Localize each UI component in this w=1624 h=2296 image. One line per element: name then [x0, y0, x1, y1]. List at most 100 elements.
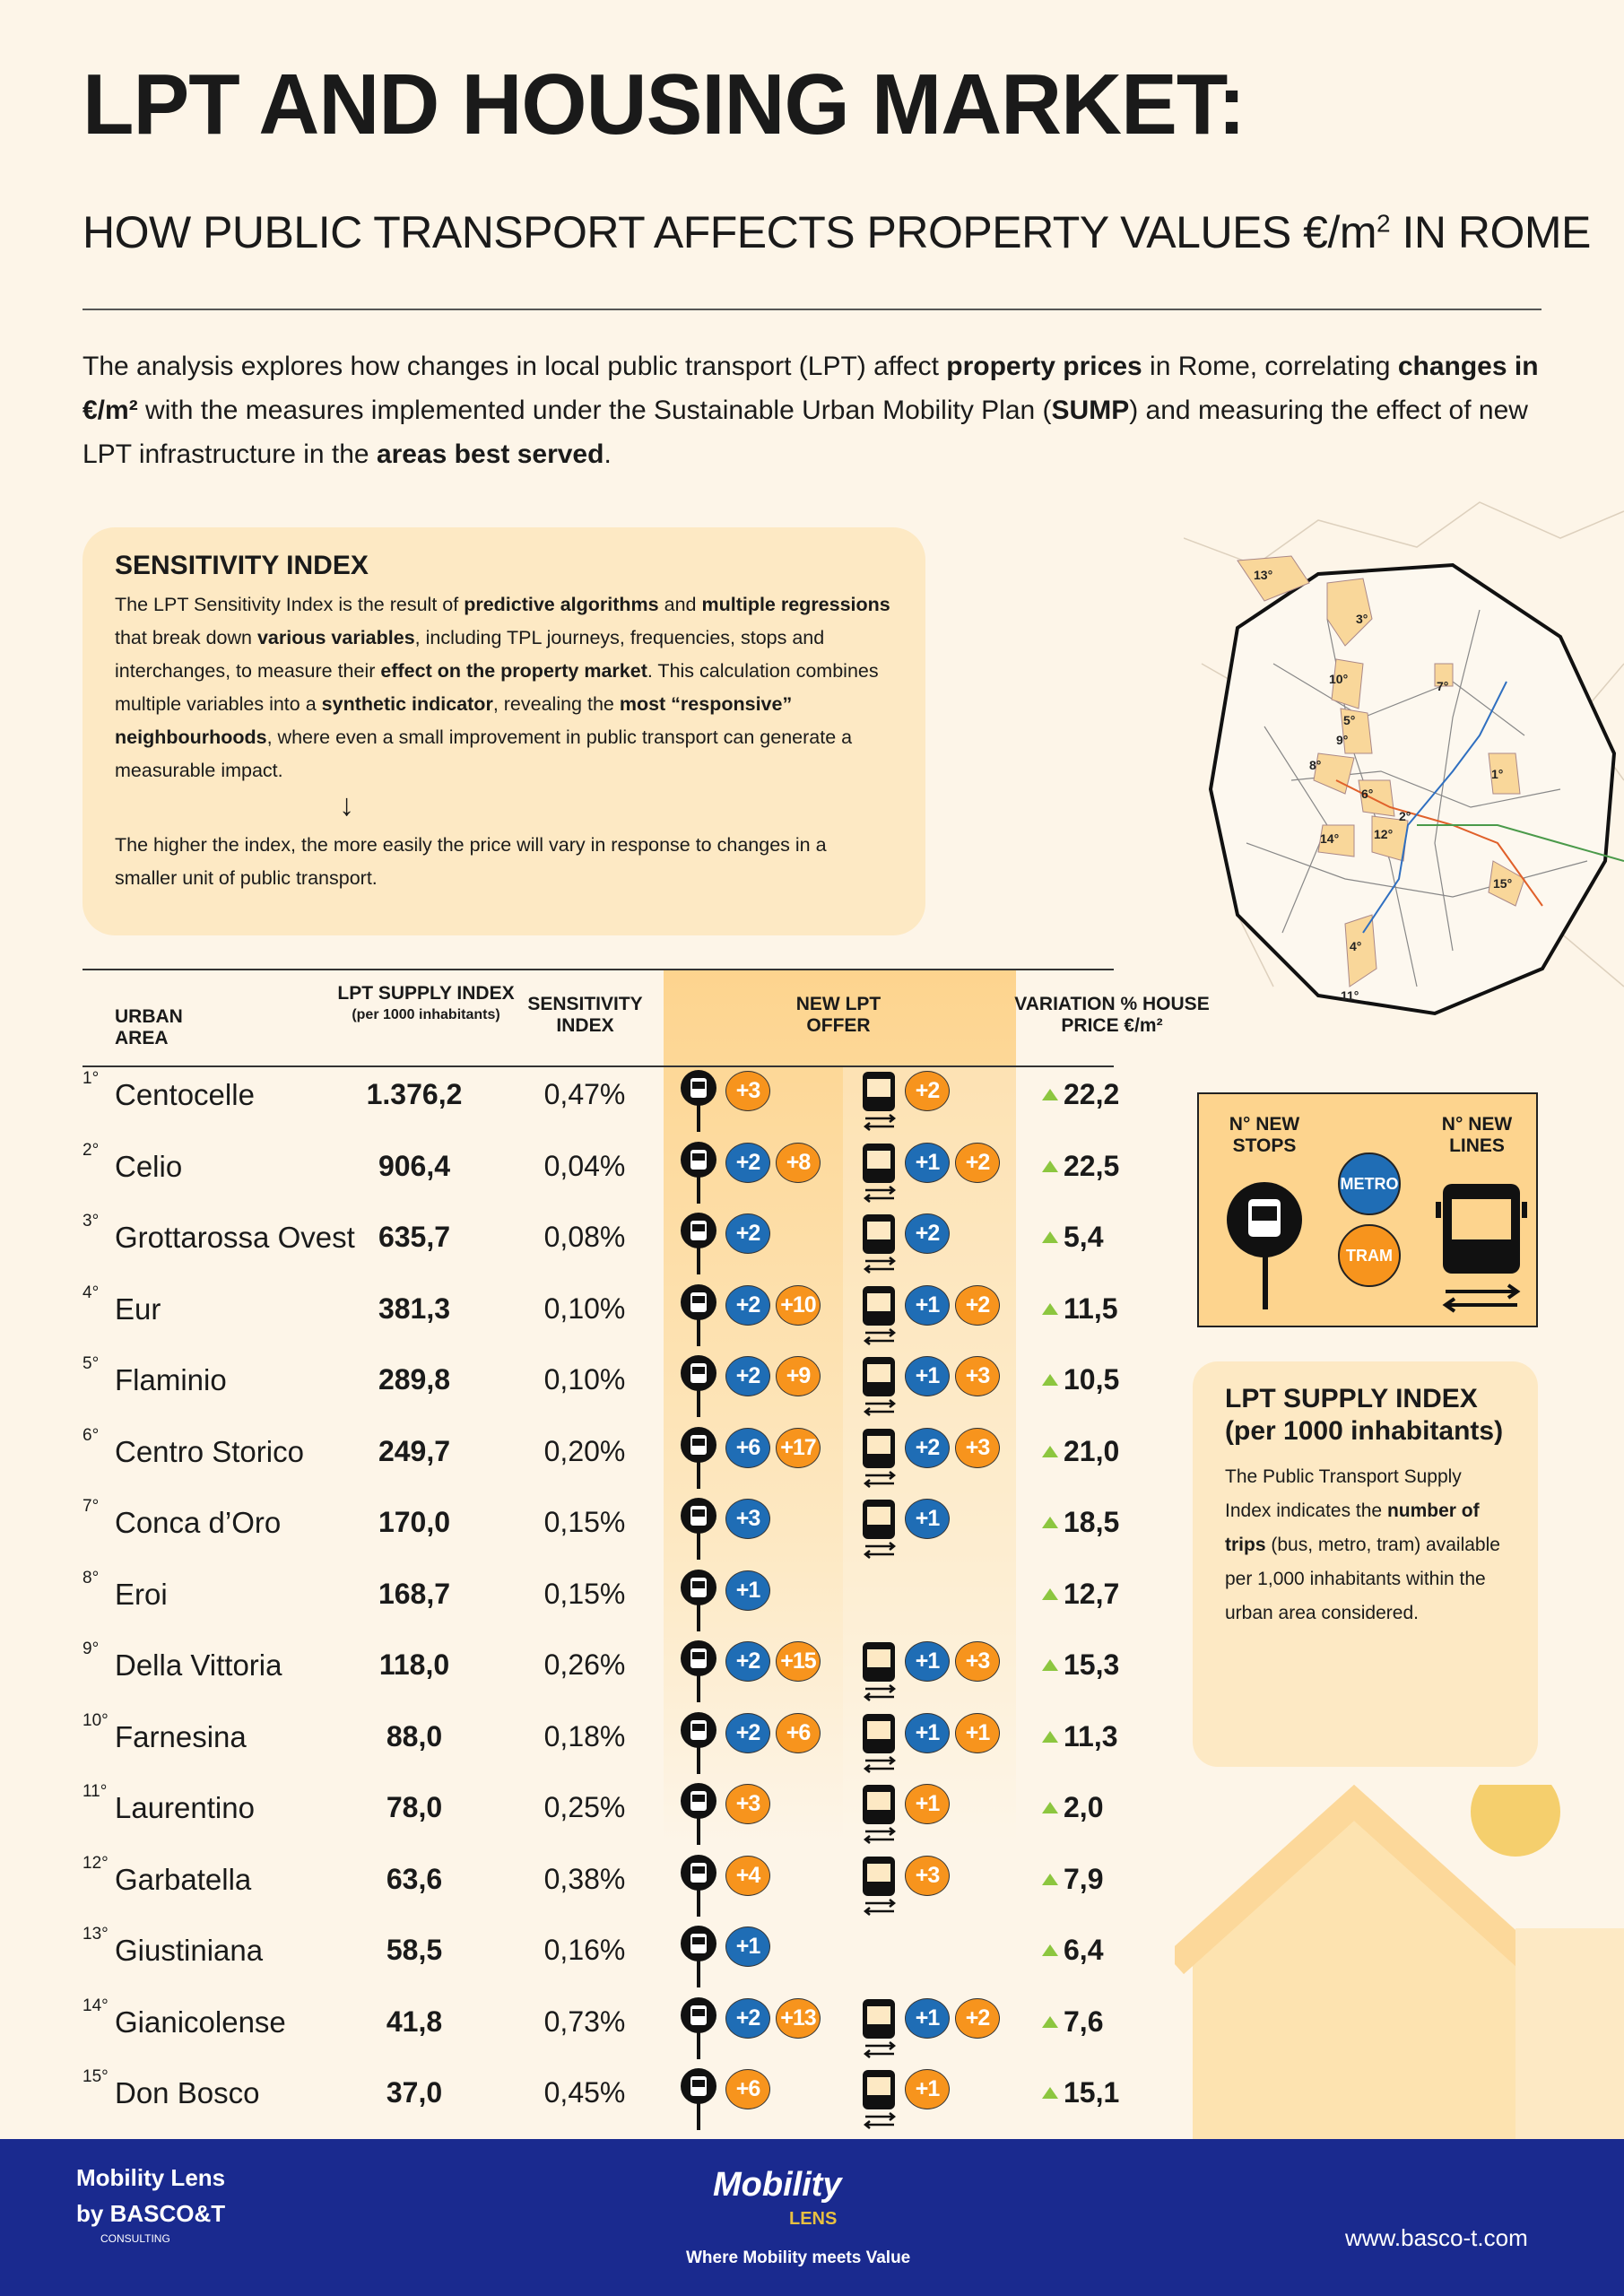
variation-text: 15,3	[1064, 1648, 1120, 1681]
new-stops-cell: +2 +15	[679, 1639, 821, 1709]
variation-text: 6,4	[1064, 1934, 1104, 1966]
new-lines-cell: +1 +2	[858, 1141, 1000, 1210]
new-lines-cell: +1 +2	[858, 1996, 1000, 2066]
metro-badge: +1	[905, 1284, 950, 1326]
up-triangle-icon	[1042, 1374, 1058, 1386]
new-stops-cell: +3	[679, 1782, 770, 1851]
lens-logo-text: LENS	[789, 2209, 838, 2229]
bus-stop-icon	[1227, 1182, 1302, 1309]
area-number: 15°	[83, 2067, 109, 2086]
variation-value: 22,2	[1042, 1078, 1119, 1111]
variation-value: 7,9	[1042, 1863, 1103, 1896]
zone-label: 4°	[1350, 939, 1361, 953]
new-lines-cell: +1 +3	[858, 1354, 1000, 1423]
tram-badge: +2	[905, 1071, 950, 1111]
tram-badge: +13	[776, 1997, 821, 2039]
bus-stop-icon	[679, 1497, 720, 1566]
up-triangle-icon	[1042, 1302, 1058, 1315]
bus-stop-icon	[679, 1854, 720, 1923]
supply-text: The Public Transport Supply Index indica…	[1225, 1466, 1500, 1623]
area-number: 5°	[83, 1354, 100, 1373]
sensitivity-value: 0,25%	[543, 1791, 626, 1823]
tram-badge: +3	[955, 1641, 1000, 1682]
header-supply-index: LPT SUPPLY INDEX (per 1000 inhabitants)	[337, 983, 515, 1022]
supply-index-value: 635,7	[378, 1221, 451, 1253]
bus-line-icon	[1436, 1184, 1527, 1313]
zone-label: 6°	[1361, 787, 1373, 801]
table-row: 1° Centocelle 1.376,2 0,47% +3 +2 22,2	[83, 1069, 1141, 1132]
supply-index-value: 37,0	[386, 2076, 443, 2109]
variation-text: 10,5	[1064, 1363, 1120, 1396]
metro-badge: +6	[725, 1427, 770, 1468]
area-number: 14°	[83, 1996, 109, 2015]
table-row: 14° Gianicolense 41,8 0,73% +2 +13 +1 +2 7,6	[83, 1996, 1141, 2059]
table-top-rule	[83, 969, 1114, 970]
bus-stop-icon	[679, 2067, 720, 2136]
sensitivity-value: 0,20%	[543, 1434, 626, 1467]
up-triangle-icon	[1042, 1944, 1058, 1956]
area-number: 12°	[83, 1853, 109, 1873]
tram-badge: +1	[955, 1712, 1000, 1753]
new-lines-cell: +1	[858, 2067, 950, 2136]
tram-badge: +2	[955, 1142, 1000, 1183]
zone-label: 15°	[1493, 876, 1512, 891]
bus-stop-icon	[679, 1782, 720, 1851]
supply-title: LPT SUPPLY INDEX (per 1000 inhabitants)	[1225, 1384, 1504, 1446]
metro-badge: +2	[905, 1213, 950, 1254]
bus-stop-icon	[679, 1996, 720, 2066]
tram-badge: +10	[776, 1284, 821, 1326]
new-stops-cell: +2	[679, 1212, 770, 1281]
tram-badge: +1	[905, 2069, 950, 2109]
up-triangle-icon	[1042, 1445, 1058, 1457]
tram-badge: +15	[776, 1641, 821, 1682]
up-triangle-icon	[1042, 1517, 1058, 1528]
variation-value: 7,6	[1042, 2005, 1103, 2039]
new-stops-cell: +2 +6	[679, 1711, 821, 1780]
bus-line-icon	[858, 1782, 899, 1851]
zone-label: 9°	[1336, 733, 1348, 747]
variation-value: 18,5	[1042, 1506, 1119, 1539]
urban-area-name: Eroi	[115, 1577, 168, 1611]
variation-value: 15,3	[1042, 1648, 1119, 1682]
area-number: 3°	[83, 1212, 100, 1231]
variation-text: 22,2	[1064, 1078, 1120, 1110]
variation-value: 11,3	[1042, 1720, 1118, 1753]
supply-index-value: 289,8	[378, 1363, 451, 1396]
bus-line-icon	[858, 1639, 899, 1709]
page-subtitle: HOW PUBLIC TRANSPORT AFFECTS PROPERTY VA…	[83, 206, 1591, 258]
sensitivity-value: 0,15%	[543, 1506, 626, 1538]
variation-text: 7,6	[1064, 2005, 1104, 2038]
new-lines-cell: +2 +3	[858, 1426, 1000, 1495]
zone-label: 12°	[1374, 827, 1393, 841]
up-triangle-icon	[1042, 1730, 1058, 1743]
tram-badge: +2	[955, 1284, 1000, 1326]
urban-area-name: Eur	[115, 1292, 161, 1326]
urban-area-name: Grottarossa Ovest	[115, 1221, 355, 1254]
sensitivity-text: The LPT Sensitivity Index is the result …	[115, 594, 890, 781]
new-lines-cell: +2	[858, 1069, 950, 1138]
metro-badge: +1	[905, 1997, 950, 2039]
header-new-lpt-offer: NEW LPT OFFER	[795, 994, 881, 1036]
bus-stop-icon	[679, 1639, 720, 1709]
new-lines-cell: +1 +2	[858, 1283, 1000, 1352]
sensitivity-value: 0,73%	[543, 2005, 626, 2038]
sensitivity-value: 0,08%	[543, 1221, 626, 1253]
new-lines-cell: +3	[858, 1854, 950, 1923]
zone-label: 14°	[1320, 831, 1339, 846]
bus-stop-icon	[679, 1925, 720, 1994]
tram-badge: +1	[905, 1784, 950, 1824]
table-row: 11° Laurentino 78,0 0,25% +3 +1 2,0	[83, 1782, 1141, 1845]
metro-badge: +1	[905, 1356, 950, 1396]
subtitle-end: IN ROME	[1390, 207, 1592, 257]
table-row: 12° Garbatella 63,6 0,38% +4 +3 7,9	[83, 1853, 1141, 1917]
table-row: 10° Farnesina 88,0 0,18% +2 +6 +1 +1 11,3	[83, 1711, 1141, 1774]
subtitle-sup: 2	[1376, 209, 1391, 238]
urban-area-name: Conca d’Oro	[115, 1506, 282, 1539]
supply-index-panel: LPT SUPPLY INDEX (per 1000 inhabitants) …	[1193, 1361, 1538, 1767]
bus-stop-icon	[679, 1283, 720, 1352]
urban-area-name: Gianicolense	[115, 2005, 286, 2039]
website-link[interactable]: www.basco-t.com	[1345, 2224, 1528, 2251]
tram-badge: +3	[955, 1356, 1000, 1396]
table-row: 15° Don Bosco 37,0 0,45% +6 +1 15,1	[83, 2067, 1141, 2130]
variation-value: 21,0	[1042, 1435, 1119, 1468]
